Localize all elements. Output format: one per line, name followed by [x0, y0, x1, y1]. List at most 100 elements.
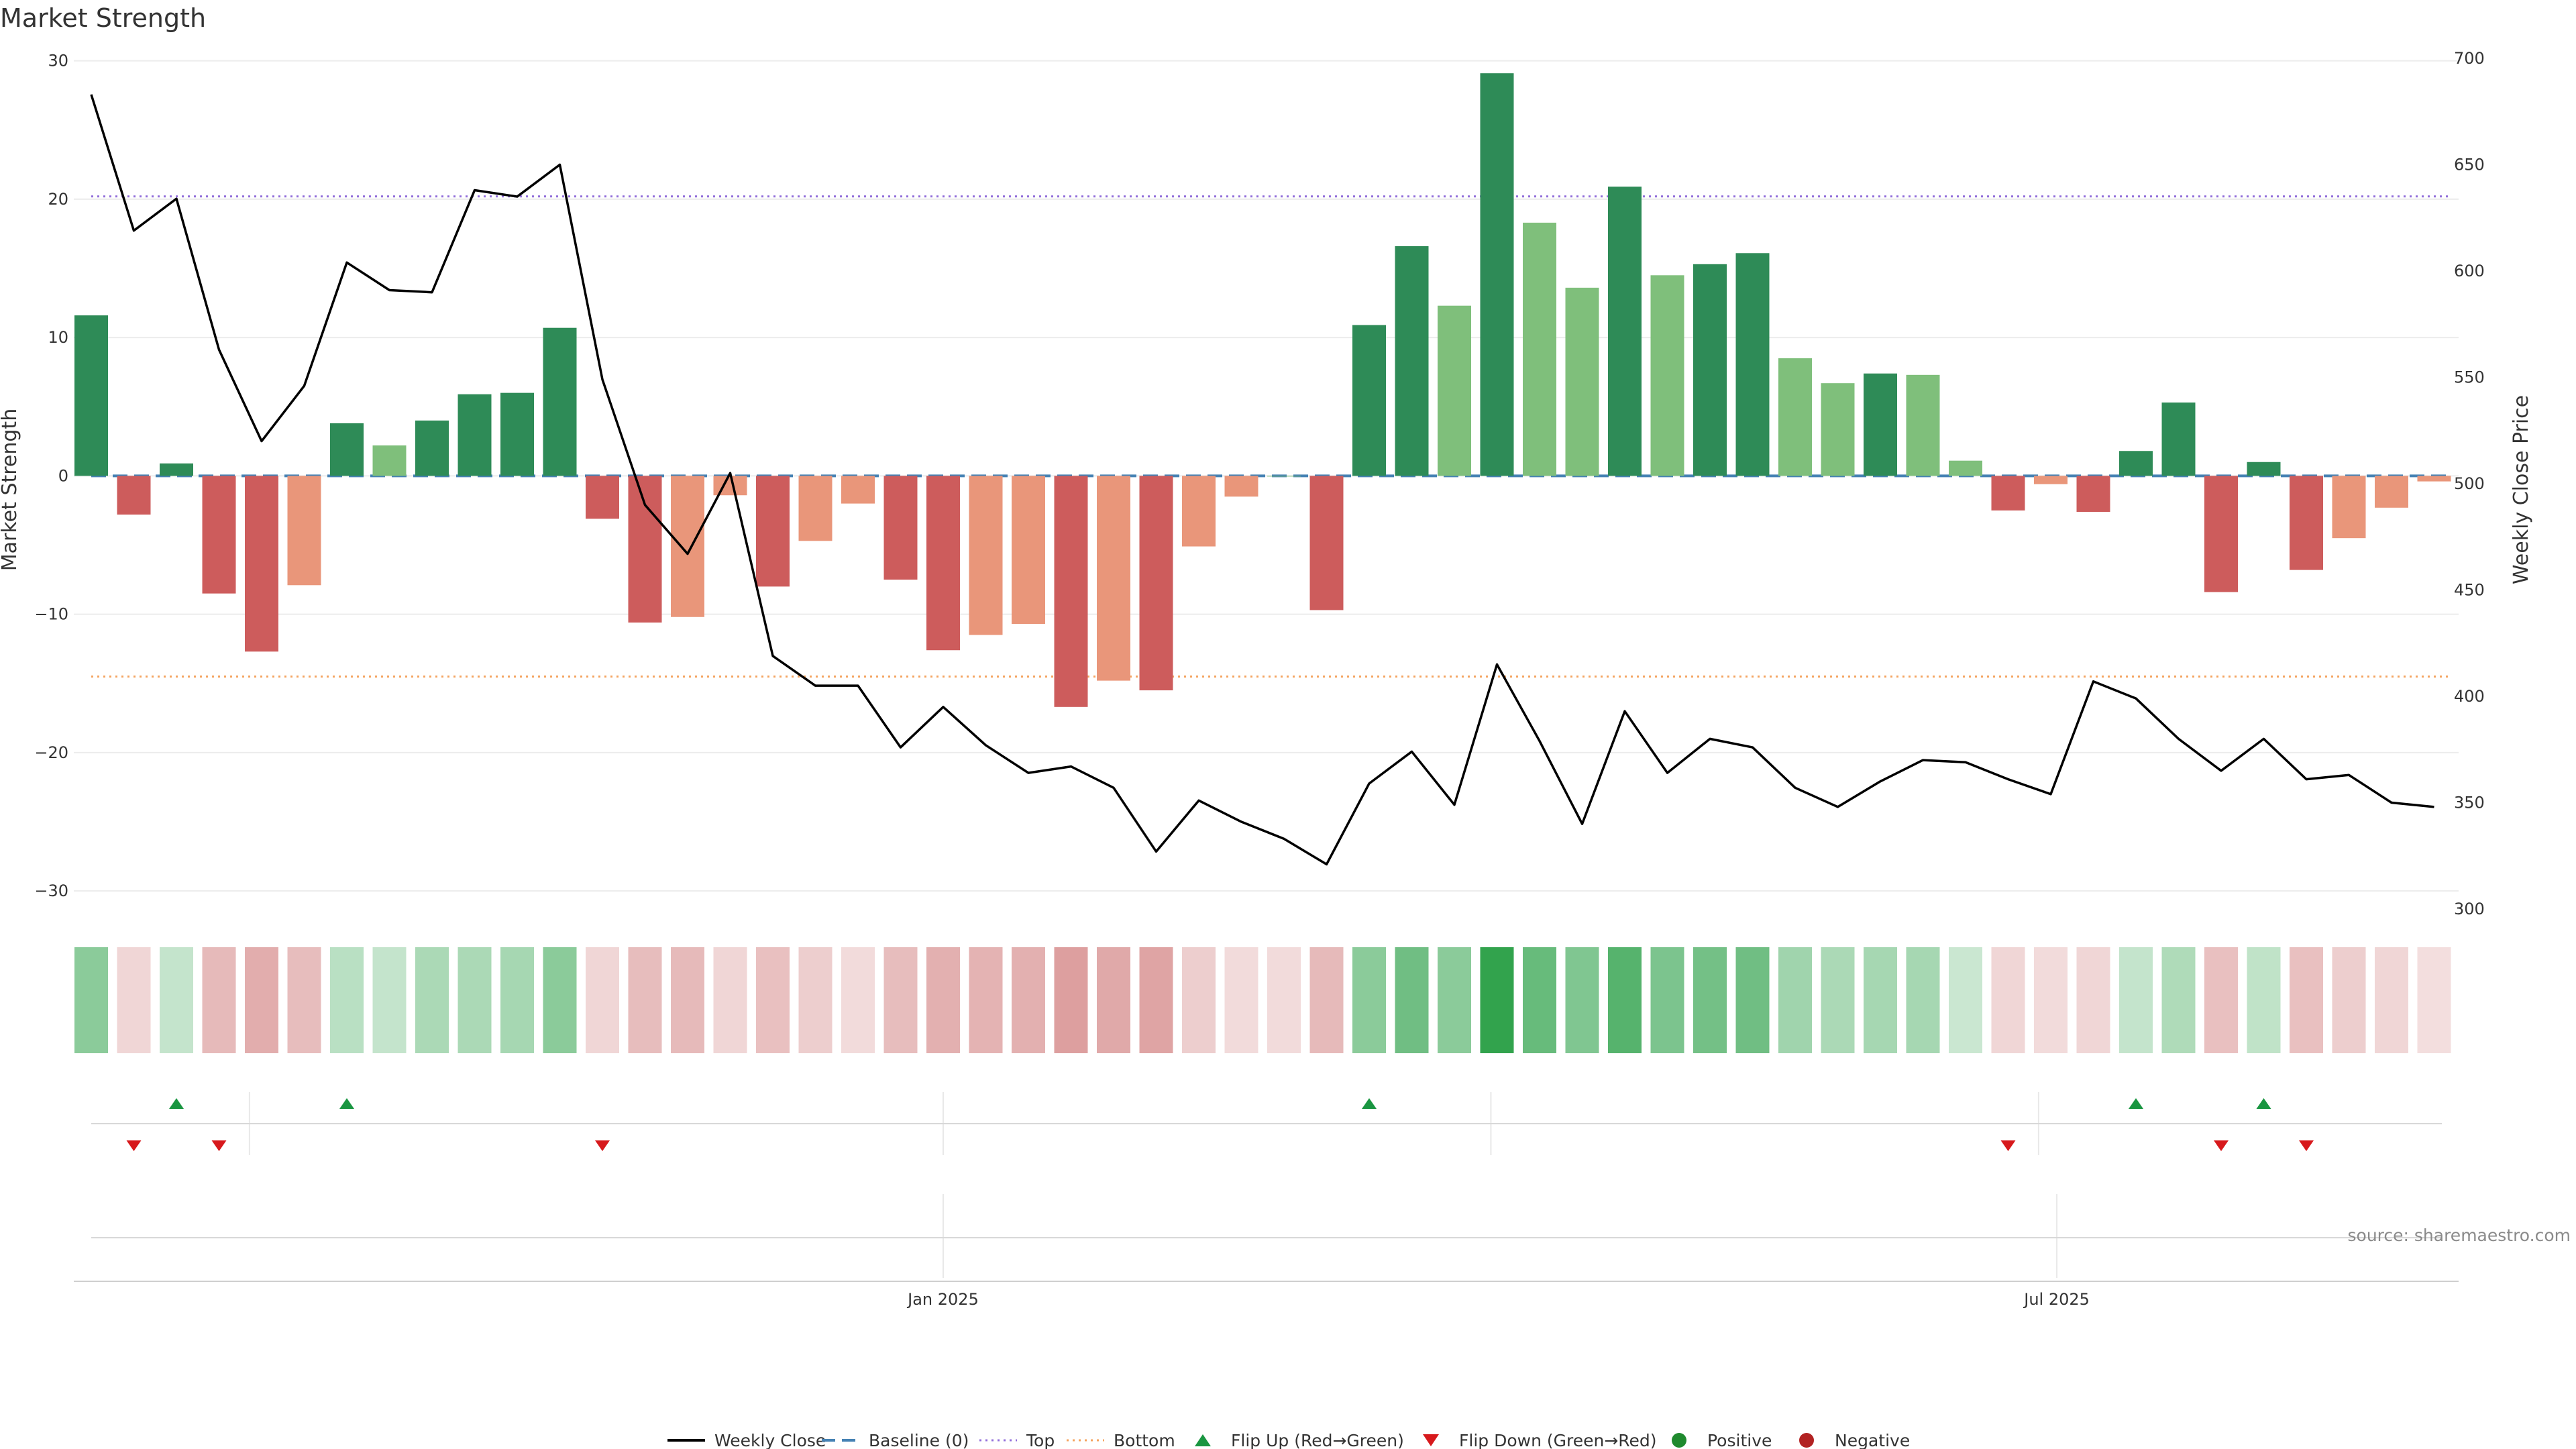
heat-cell [1352, 947, 1386, 1053]
heat-cell [2204, 947, 2238, 1053]
legend-item: Top [979, 1431, 1055, 1449]
strength-bar [2119, 451, 2153, 476]
strength-bar [2290, 476, 2323, 570]
legend-label: Positive [1707, 1431, 1772, 1449]
heat-cell [1267, 947, 1301, 1053]
y-tick-label: −20 [34, 743, 68, 762]
y-tick-label: −10 [34, 605, 68, 624]
y2-tick-label: 350 [2454, 794, 2485, 812]
heat-cell [2119, 947, 2153, 1053]
y-axis-label: Market Strength [0, 409, 21, 571]
heat-cell [202, 947, 236, 1053]
legend-item: Baseline (0) [822, 1431, 969, 1449]
heat-cell [1650, 947, 1684, 1053]
y2-axis-label: Weekly Close Price [2510, 395, 2533, 584]
heat-cell [1735, 947, 1770, 1053]
strength-bar [160, 463, 193, 476]
strength-bar [1650, 275, 1684, 476]
strength-bar [756, 476, 790, 587]
strength-bar [415, 420, 449, 476]
strength-bar [500, 392, 534, 476]
date-axis-panel: Jan 2025 Jul 2025 [74, 1194, 2459, 1309]
heat-cell [1139, 947, 1173, 1053]
heat-cell [1097, 947, 1130, 1053]
heat-cell [671, 947, 704, 1053]
flip-down-marker [2000, 1140, 2016, 1151]
y2-tick-label: 450 [2454, 581, 2485, 600]
y2-tick-label: 550 [2454, 368, 2485, 387]
flip-down-marker [211, 1140, 227, 1151]
strength-bar [841, 476, 875, 504]
legend-item: Flip Up (Red→Green) [1195, 1431, 1404, 1449]
legend-item: Negative [1799, 1431, 1910, 1449]
legend-label: Weekly Close [714, 1431, 826, 1449]
strength-bar [1565, 287, 1599, 476]
flip-down-legend-icon [1423, 1434, 1439, 1446]
strength-bar [883, 476, 918, 580]
heat-cell [372, 947, 407, 1053]
strength-bar [330, 423, 364, 476]
strength-bar [1438, 305, 1471, 476]
heat-cell [2034, 947, 2068, 1053]
strength-bar [287, 476, 321, 586]
flip-up-marker [1362, 1098, 1377, 1109]
strength-bar [798, 476, 833, 541]
legend-item: Bottom [1067, 1431, 1175, 1449]
heat-cell [2375, 947, 2408, 1053]
strength-bars [74, 73, 2451, 707]
heat-cell [1395, 947, 1429, 1053]
strength-bar [1480, 73, 1514, 476]
heat-cell [1309, 947, 1344, 1053]
legend-label: Baseline (0) [869, 1431, 969, 1449]
flip-down-marker [2299, 1140, 2314, 1151]
strength-bar [969, 476, 1003, 635]
strength-bar [1012, 476, 1045, 625]
y-tick-label: −30 [34, 881, 68, 900]
strength-bar [2332, 476, 2366, 539]
heat-cell [841, 947, 875, 1053]
strength-bar [1523, 222, 1556, 476]
heat-cell [798, 947, 833, 1053]
heat-cell [1949, 947, 1982, 1053]
strength-bar [1182, 476, 1216, 547]
y2-tick-label: 700 [2454, 49, 2485, 68]
legend-label: Flip Up (Red→Green) [1231, 1431, 1404, 1449]
heat-cell [1906, 947, 1940, 1053]
strength-bar [586, 476, 619, 519]
strength-bar [117, 476, 151, 515]
strength-bar [1693, 264, 1727, 476]
heat-cell [415, 947, 449, 1053]
heat-cell [1693, 947, 1727, 1053]
weekly-close-series [90, 94, 2434, 866]
strength-bar [543, 327, 577, 476]
strength-bar [1309, 476, 1344, 610]
heat-cell [926, 947, 960, 1053]
strength-bar [2417, 476, 2451, 482]
heat-cell [1821, 947, 1855, 1053]
heat-cell [586, 947, 619, 1053]
strength-bar [2034, 476, 2068, 484]
strength-bar [671, 476, 704, 617]
legend-label: Flip Down (Green→Red) [1459, 1431, 1657, 1449]
legend-item: Weekly Close [667, 1431, 826, 1449]
heat-cell [1012, 947, 1045, 1053]
strength-bar [1352, 325, 1386, 476]
legend-label: Top [1026, 1431, 1055, 1449]
heat-cell [1991, 947, 2025, 1053]
heat-cell [1864, 947, 1897, 1053]
strength-bar [2247, 462, 2281, 476]
strength-bar [1991, 476, 2025, 511]
date-tick-label: Jul 2025 [2023, 1290, 2090, 1309]
source-note: source: sharemaestro.com [2348, 1226, 2571, 1245]
legend-label: Bottom [1114, 1431, 1175, 1449]
heat-cell [117, 947, 151, 1053]
heat-cell [287, 947, 321, 1053]
flip-up-marker [169, 1098, 184, 1109]
date-tick-label: Jan 2025 [906, 1290, 979, 1309]
strength-bar [245, 476, 278, 652]
heat-cell [2161, 947, 2196, 1053]
heat-cell [713, 947, 747, 1053]
strength-bar [1821, 383, 1855, 476]
